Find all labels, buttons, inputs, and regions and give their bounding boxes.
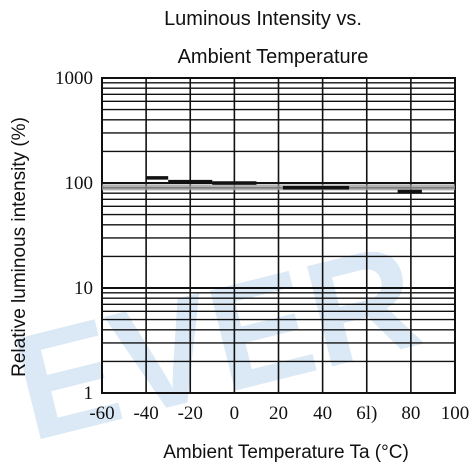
x-tick-label: 20	[269, 403, 288, 424]
x-tick-label: -20	[178, 403, 203, 424]
chart-title-line2: Ambient Temperature	[178, 46, 369, 68]
x-tick-label: 0	[230, 403, 240, 424]
x-tick-label: 6l)	[356, 403, 377, 424]
data-series	[146, 176, 422, 194]
y-axis-label: Relative luminous intensity (%)	[9, 117, 30, 377]
y-tick-label: 10	[74, 278, 93, 299]
shaded-band	[102, 184, 455, 191]
x-tick-label: 40	[313, 403, 332, 424]
x-tick-label: -40	[133, 403, 158, 424]
y-tick-label: 100	[65, 173, 94, 194]
x-axis-label: Ambient Temperature Ta (°C)	[163, 442, 409, 463]
y-tick-label: 1	[84, 383, 94, 404]
x-tick-labels: -60 -40 -20 0 20 40 6l) 80 100	[89, 403, 469, 424]
chart-title-line1: Luminous Intensity vs.	[164, 8, 362, 30]
grid	[101, 77, 456, 394]
x-tick-label: 100	[441, 403, 469, 424]
x-tick-label: -60	[89, 403, 114, 424]
watermark: EVER	[0, 211, 435, 466]
reference-band	[102, 184, 455, 191]
y-tick-labels: 1 10 100 1000	[55, 68, 93, 404]
y-tick-label: 1000	[55, 68, 93, 89]
x-tick-label: 80	[401, 403, 420, 424]
